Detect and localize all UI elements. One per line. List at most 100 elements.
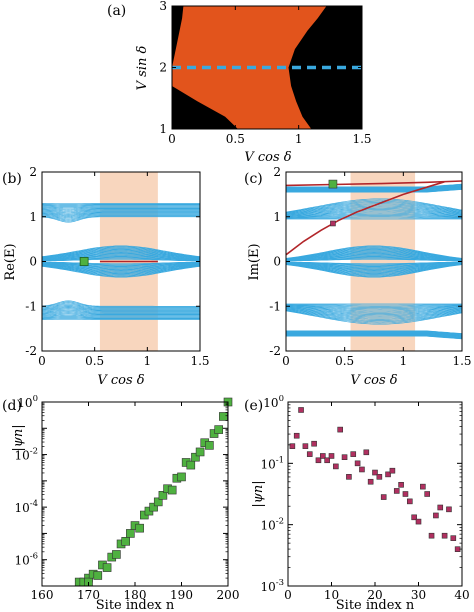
panel-e-point [337,426,344,433]
panel-c-band-lower [286,310,462,324]
panel-d-ytick-exp: -6 [30,552,38,562]
panel-c-xtick-label: 0 [282,354,290,368]
panel-a-ticks: 0 0.5 1 1.5 1 2 3 [159,0,371,146]
panel-d-ylabel: |ψn| [11,424,26,451]
panel-a-xtick-label: 0 [168,132,176,146]
panel-e-xlabel: Site index n [336,598,415,612]
panel-b-band-mid-up [42,251,200,260]
panel-e-ytick-label: 100 [263,394,284,410]
panel-c-band-mid-up [286,248,462,260]
panel-c-band-mid-up [286,254,462,261]
panel-c-ytick-label: 1 [273,210,281,224]
panel-c-band-mid-up [286,252,462,261]
panel-a-ytick-label: 1 [159,122,167,136]
panel-d-point [158,491,168,500]
panel-e-point [389,467,396,474]
panel-a-label: (a) [107,3,126,19]
panel-c-band-upper [286,211,462,217]
panel-d-xtick-label: 200 [217,588,240,602]
panel-d-ytick-base: 10 [17,396,32,410]
panel-e-point [393,488,400,494]
panel-c-band-mid-up [286,246,462,259]
panel-e-point [385,471,391,478]
panel-c-band-upper [286,200,462,214]
panel-e-point [298,407,304,413]
panel-b-band-lower [42,301,200,308]
panel-a-ytick-label: 2 [159,61,167,75]
panel-b-marker [79,257,89,266]
panel-a-ytick-label: 3 [159,0,167,13]
panel-c-ylabel: Im(E) [247,243,262,280]
panel-e-point [415,518,422,525]
panel-c-band-mid-up [286,249,462,260]
panel-c-band-mid-up [286,251,462,260]
panel-b-band-upper [42,209,200,213]
panel-c-band-upper [286,198,462,213]
panel-b-band-mid-up [42,256,200,261]
panel-b-band-upper [42,208,200,212]
panel-b-band-lower [42,310,200,314]
panel-b-band-lower [42,316,200,318]
panel-c-band-lower [286,306,462,312]
panel-b-band-mid-up [42,251,200,259]
panel-b-band-mid-up [42,257,200,261]
panel-d-ytick-base: 10 [14,449,29,463]
panel-b-ticks: 0 0.5 1 1.5 -2 -1 0 1 2 [25,165,209,368]
panel-e-ytick-label: 10-2 [260,517,284,533]
panel-d-point [195,447,205,457]
panel-c-band-mid-down [286,263,462,276]
panel-b-band-mid-down [42,263,200,272]
panel-c-band-upper [286,202,462,214]
panel-b-band-lower [42,312,200,316]
panel-e-xtick-label: 40 [454,588,469,602]
panel-d-ytick-label: 10-4 [14,499,38,515]
panel-c-band-mid-down [286,262,462,271]
panel-a-left-gap [172,6,184,129]
panel-e-point [324,457,330,464]
panel-d-point [191,452,200,462]
panel-c-ticks: 0 0.5 1 1.5 -2 -1 0 1 2 [269,165,471,368]
panel-b-band-mid-down [42,262,200,268]
panel-b-band-upper [42,206,200,210]
panel-d-ytick-base: 10 [14,501,29,515]
panel-c-edge-line [286,181,445,256]
panel-c-band-mid-up [286,245,462,259]
panel-b-band-mid-down [42,263,200,269]
panel-d-point [121,537,130,546]
panel-e-background [288,402,462,586]
panel-e-point [446,506,452,513]
panel-b-ytick-label: -2 [25,344,37,358]
panel-e-point [441,532,448,539]
panel-d-background [42,402,228,586]
panel-c-band-mid-down [286,262,462,270]
panel-e-point [359,466,365,473]
panel-c-band-mid-down [286,263,462,276]
panel-e-point [411,514,417,521]
panel-b-band-mid-up [42,245,200,257]
panel-e-ytick-base: 10 [260,457,275,471]
panel-b: 0 0.5 1 1.5 -2 -1 0 1 2 V cos δ Re(E) [3,165,210,388]
panel-d-point [126,529,135,538]
panel-e-xtick-label: 30 [411,588,426,602]
panel-c-band-lower [286,308,462,320]
panel-d-ytick-label: 10-2 [14,447,38,463]
panel-c-band-lower [286,304,462,307]
panel-d-point [102,563,112,572]
panel-b-band-upper [42,214,200,221]
panel-c-band-lower [286,307,462,317]
panel-c-band-mid-down [286,261,462,265]
panel-b-band-mid-down [42,264,200,273]
panel-c: 0 0.5 1 1.5 -2 -1 0 1 2 V cos δ Im(E) [247,165,472,388]
panel-b-band-lower [42,307,200,312]
panel-b-band-lower [42,311,200,315]
panel-b-ytick-label: 2 [29,165,37,179]
panel-e-point [328,453,335,459]
panel-c-band-upper [286,213,462,218]
panel-b-xtick-label: 1.5 [190,354,209,368]
panel-d-xlabel: Site index n [96,598,175,612]
panel-c-band-mid-up [286,247,462,260]
panel-c-band-upper [286,216,462,219]
panel-c-ytick-label: 2 [273,165,281,179]
panel-e-point [354,460,361,467]
panel-e-point [372,469,378,476]
